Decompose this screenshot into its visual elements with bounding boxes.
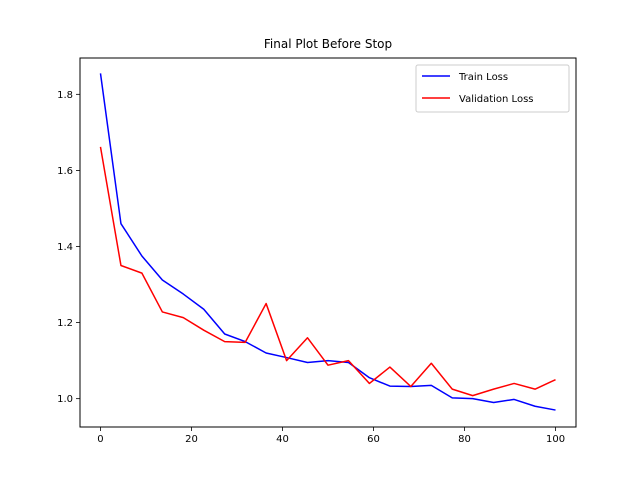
x-tick-label-3: 60	[367, 434, 380, 445]
legend-box	[415, 64, 570, 113]
legend-label-1: Validation Loss	[459, 94, 534, 105]
series-line-1	[99, 146, 556, 397]
x-axis: 0 20 40 60 80 100	[97, 427, 565, 445]
legend-label-0: Train Loss	[458, 72, 508, 83]
x-tick-label-2: 40	[276, 434, 289, 445]
y-tick-label-0: 1.0	[57, 394, 73, 405]
y-tick-label-2: 1.4	[57, 242, 73, 253]
x-tick-label-5: 100	[546, 434, 565, 445]
y-tick-label-4: 1.8	[57, 90, 73, 101]
y-tick-label-3: 1.6	[57, 166, 73, 177]
y-axis: 1.0 1.2 1.4 1.6 1.8	[57, 90, 80, 405]
x-tick-label-1: 20	[185, 434, 198, 445]
axes-frame	[79, 57, 577, 428]
plot-lines	[99, 73, 556, 411]
series-line-0	[99, 73, 556, 411]
y-tick-label-1: 1.2	[57, 318, 73, 329]
legend: Train Loss Validation Loss	[415, 64, 570, 113]
chart-title: Final Plot Before Stop	[264, 37, 392, 51]
x-tick-label-0: 0	[97, 434, 103, 445]
x-tick-label-4: 80	[458, 434, 471, 445]
